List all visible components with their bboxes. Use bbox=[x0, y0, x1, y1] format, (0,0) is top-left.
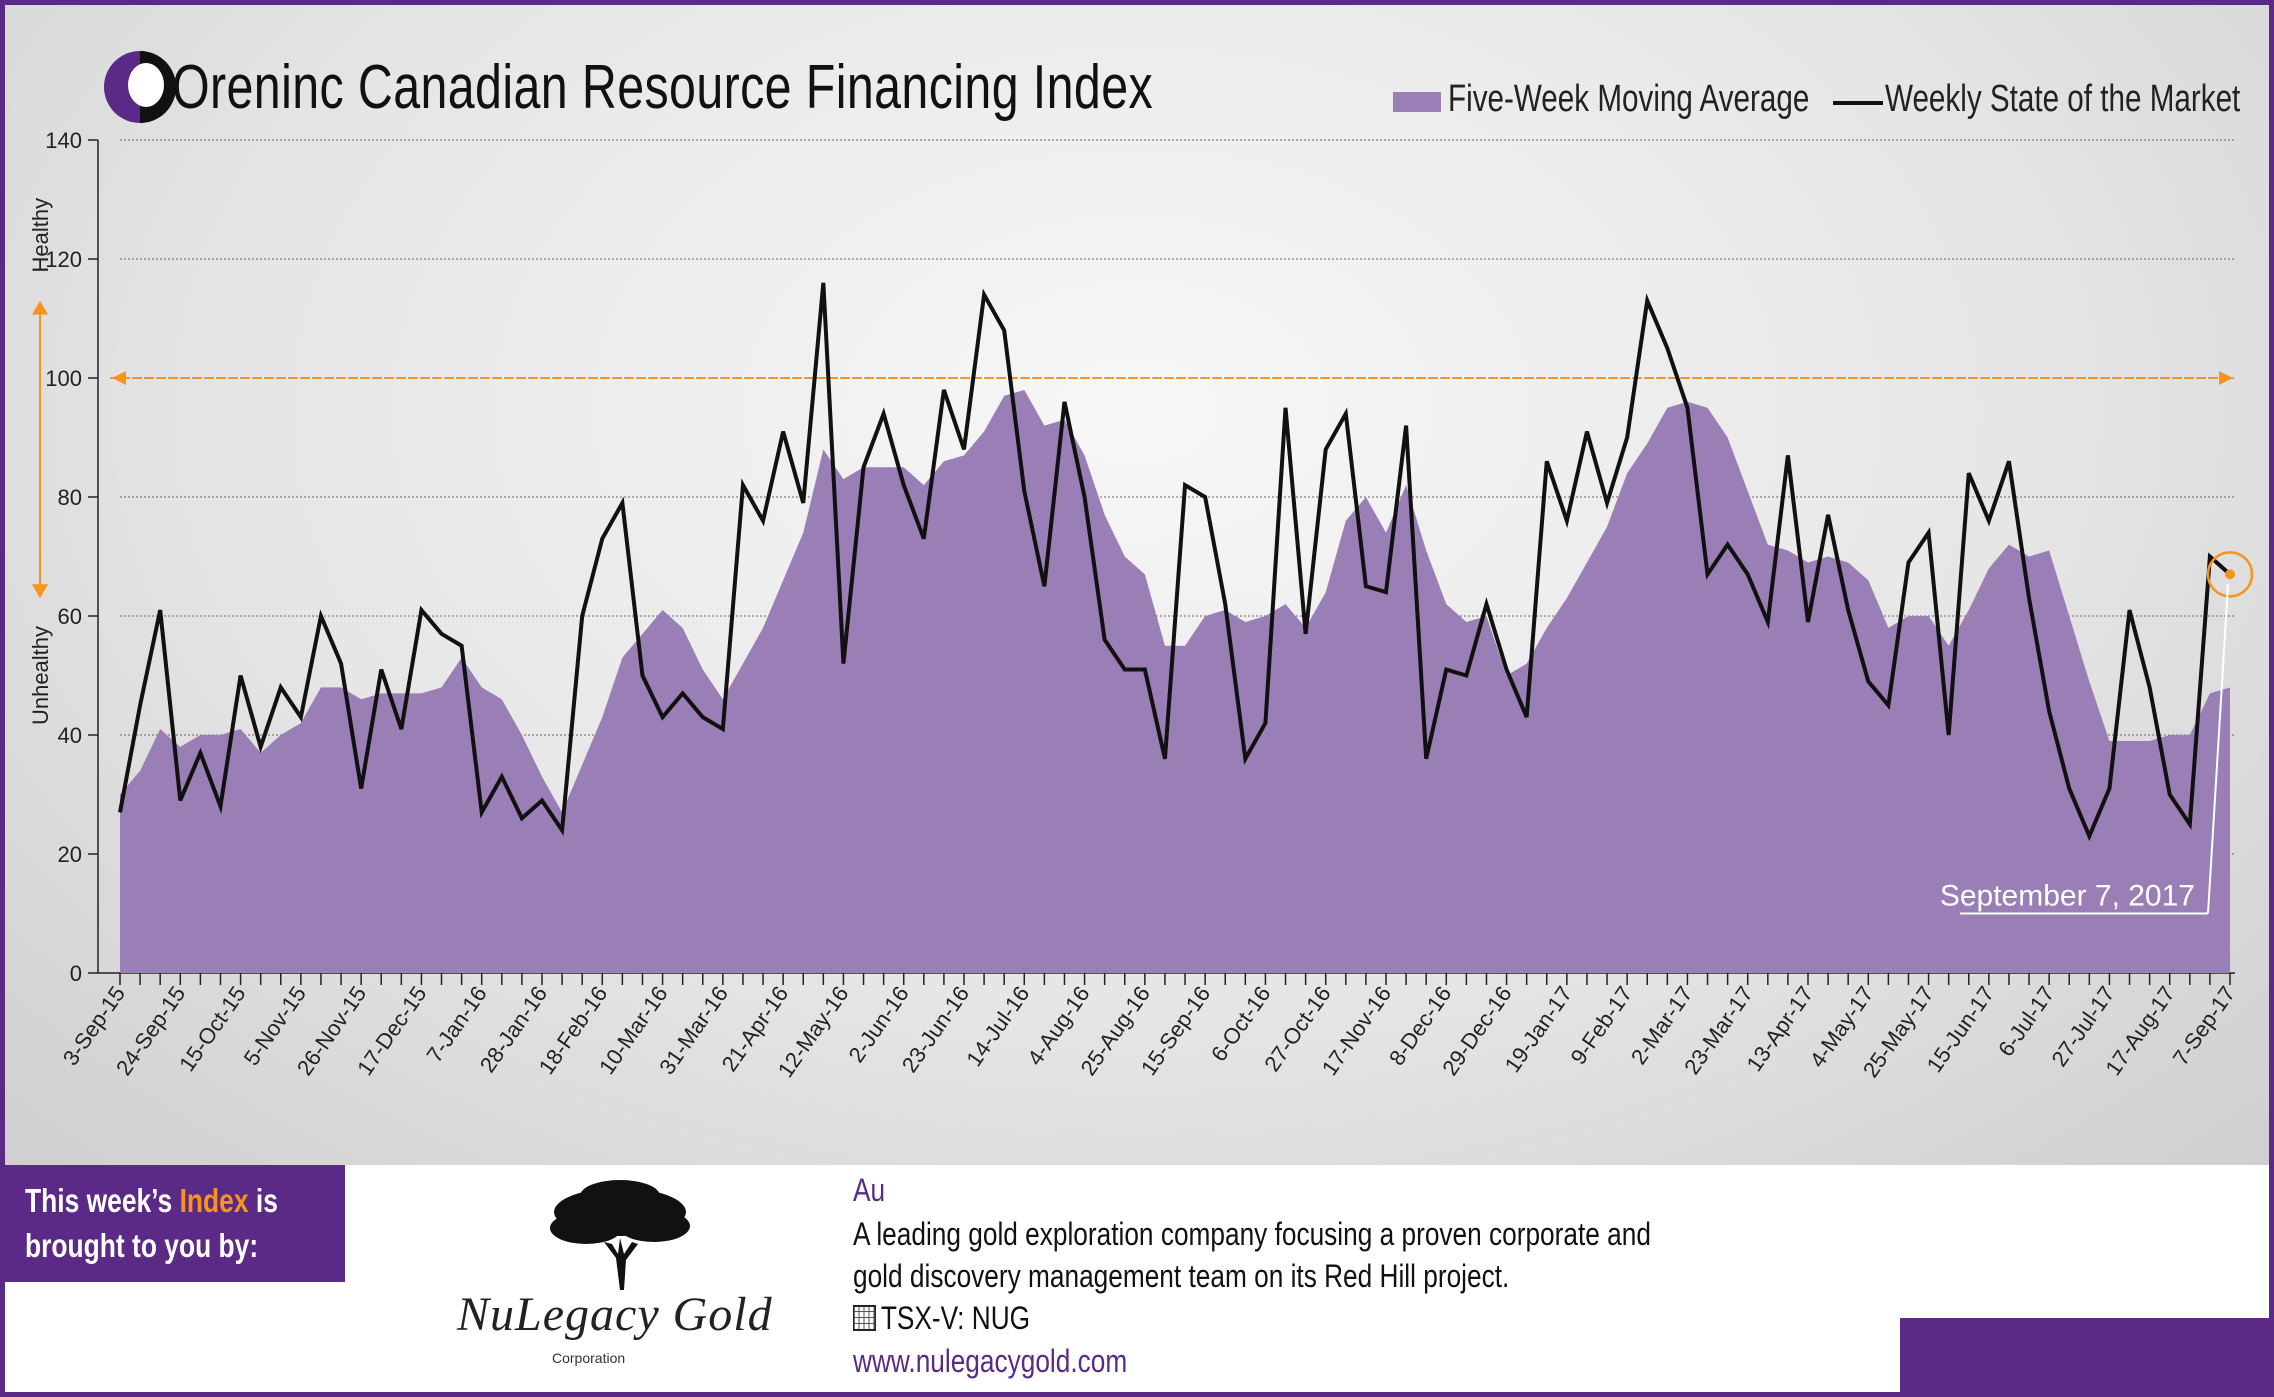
stock-chart-icon bbox=[853, 1305, 876, 1331]
threshold-arrow-left bbox=[112, 371, 126, 385]
y-tick-label: 120 bbox=[45, 247, 82, 272]
y-tick-label: 100 bbox=[45, 366, 82, 391]
legend-label-moving-average: Five-Week Moving Average bbox=[1448, 78, 1810, 120]
sponsor-line-1: This week’s Index is bbox=[25, 1182, 278, 1219]
company-ticker: TSX-V: NUG bbox=[853, 1300, 1030, 1337]
health-arrow-up bbox=[32, 300, 48, 315]
company-website-link[interactable]: www.nulegacygold.com bbox=[853, 1343, 1128, 1379]
company-description-line-1: A leading gold exploration company focus… bbox=[853, 1216, 1651, 1252]
sponsor-band bbox=[5, 1165, 2269, 1392]
oreninc-logo-icon bbox=[104, 51, 176, 123]
latest-point-dot bbox=[2225, 569, 2235, 580]
y-tick-label: 40 bbox=[58, 723, 82, 748]
sponsor-line-2: brought to you by: bbox=[25, 1227, 259, 1264]
legend-swatch-moving-average bbox=[1393, 92, 1441, 112]
company-description-line-2: gold discovery management team on its Re… bbox=[853, 1258, 1510, 1294]
legend-swatch-weekly bbox=[1833, 101, 1883, 105]
threshold-arrow-right bbox=[2219, 371, 2233, 385]
sponsor-highlight: Index bbox=[179, 1182, 249, 1219]
x-tick-label: 7-Sep-17 bbox=[2168, 982, 2240, 1070]
footer-accent-strip bbox=[1900, 1318, 2269, 1392]
y-tick-label: 140 bbox=[45, 128, 82, 153]
legend-label-weekly: Weekly State of the Market bbox=[1885, 78, 2241, 120]
company-name: NuLegacy Gold bbox=[457, 1288, 773, 1341]
sponsor-callout-box bbox=[5, 1165, 345, 1282]
y-tick-label: 20 bbox=[58, 842, 82, 867]
annotation-label: September 7, 2017 bbox=[1940, 880, 2195, 913]
moving-average-area bbox=[120, 389, 2230, 973]
tree-logo-icon bbox=[550, 1180, 690, 1290]
chart-title: Oreninc Canadian Resource Financing Inde… bbox=[172, 53, 1154, 122]
financing-index-chart: 0204060801001201403-Sep-1524-Sep-1515-Oc… bbox=[28, 128, 2254, 1082]
y-tick-label: 0 bbox=[70, 961, 82, 986]
annotation-leader-line bbox=[2207, 584, 2229, 914]
weekly-state-line bbox=[118, 282, 2232, 842]
y-tick-label: 80 bbox=[58, 485, 82, 510]
x-tick-label: 6-Jul-17 bbox=[1993, 982, 2059, 1061]
y-tick-label: 60 bbox=[58, 604, 82, 629]
healthy-label: Healthy bbox=[28, 198, 53, 273]
health-arrow-down bbox=[32, 584, 48, 599]
latest-point-ring bbox=[2206, 551, 2254, 598]
company-metal: Au bbox=[853, 1172, 886, 1208]
unhealthy-label: Unhealthy bbox=[28, 626, 53, 725]
company-subtitle: Corporation bbox=[552, 1350, 626, 1366]
